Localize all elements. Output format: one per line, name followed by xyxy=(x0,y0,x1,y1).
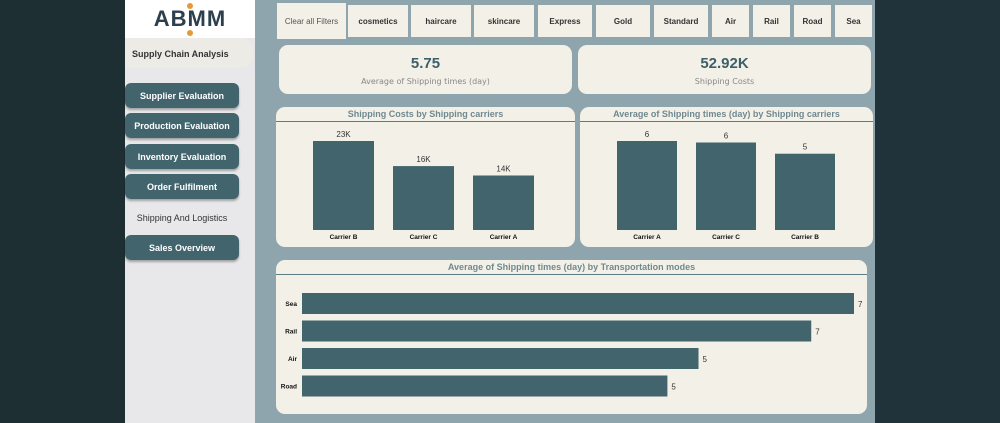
nav-label: Shipping And Logistics xyxy=(136,212,228,223)
bar xyxy=(302,348,699,369)
kpi-value: 52.92K xyxy=(700,55,749,72)
left-margin xyxy=(0,0,125,423)
data-label: 6 xyxy=(724,131,729,140)
filter-label: Clear all Filters xyxy=(284,16,339,26)
logo-text: ABMM xyxy=(153,6,227,31)
nav-label: Production Evaluation xyxy=(134,120,230,131)
kpi-value: 5.75 xyxy=(410,55,441,72)
data-label: 7 xyxy=(858,300,863,309)
filter-label: Sea xyxy=(846,16,861,26)
chart-plot: 6 Carrier A 6 Carrier C 5 Carrier B xyxy=(617,130,835,241)
bar xyxy=(775,153,835,230)
nav-button-sales-overview[interactable]: Sales Overview xyxy=(125,235,239,260)
clear-filters-button[interactable]: Clear all Filters xyxy=(277,3,346,39)
data-label: 16K xyxy=(416,155,431,164)
filter-label: Air xyxy=(724,16,737,26)
nav-button-production-evaluation[interactable]: Production Evaluation xyxy=(125,113,239,138)
filter-label: haircare xyxy=(425,16,457,26)
nav-label: Inventory Evaluation xyxy=(137,151,227,162)
bar xyxy=(393,166,454,230)
filter-express[interactable]: Express xyxy=(538,5,592,37)
data-label: 23K xyxy=(336,130,351,139)
filter-label: skincare xyxy=(487,16,521,26)
bar xyxy=(617,141,677,230)
report-subtitle: Supply Chain Analysis xyxy=(125,38,253,68)
data-label: 7 xyxy=(815,328,820,337)
category-label: Carrier C xyxy=(410,234,438,241)
filter-label: Road xyxy=(802,16,823,26)
chart-shipping-costs-by-carrier: Shipping Costs by Shipping carriers 23K C… xyxy=(276,107,575,247)
bar xyxy=(473,175,534,230)
chart-plot: 7 Sea 7 Rail 5 Air 5 Road xyxy=(281,293,863,397)
logo: ABMM xyxy=(125,0,255,38)
filter-label: Standard xyxy=(663,16,699,26)
filter-sea[interactable]: Sea xyxy=(835,5,872,37)
category-label: Carrier B xyxy=(791,234,819,241)
chart-shipping-time-by-mode: Average of Shipping times (day) by Trans… xyxy=(276,260,867,414)
filter-cosmetics[interactable]: cosmetics xyxy=(348,5,408,37)
chart-title: Average of Shipping times (day) by Trans… xyxy=(276,262,867,275)
kpi-card-avg-shipping-time: 5.75 Average of Shipping times (day) xyxy=(279,45,572,94)
category-label: Sea xyxy=(285,301,297,308)
bar xyxy=(313,141,374,230)
filter-label: Gold xyxy=(613,16,633,26)
data-label: 6 xyxy=(645,130,650,139)
category-label: Road xyxy=(281,384,297,391)
chart-title: Shipping Costs by Shipping carriers xyxy=(276,109,575,122)
category-label: Carrier B xyxy=(330,234,358,241)
right-margin xyxy=(875,0,1000,423)
nav-button-order-fulfilment[interactable]: Order Fulfilment xyxy=(125,174,239,199)
chart-title: Average of Shipping times (day) by Shipp… xyxy=(580,109,873,122)
bar xyxy=(302,320,812,342)
kpi-label: Shipping Costs xyxy=(694,77,755,86)
filter-haircare[interactable]: haircare xyxy=(411,5,471,37)
kpi-card-shipping-costs: 52.92K Shipping Costs xyxy=(578,45,871,94)
filter-label: Express xyxy=(549,16,581,26)
data-label: 5 xyxy=(703,355,708,364)
nav-button-inventory-evaluation[interactable]: Inventory Evaluation xyxy=(125,144,239,169)
chart-plot: 23K Carrier B 16K Carrier C 14K Carrier A xyxy=(313,130,534,241)
sidebar xyxy=(125,0,255,423)
chart-shipping-time-by-carrier: Average of Shipping times (day) by Shipp… xyxy=(580,107,873,247)
nav-button-shipping-and-logistics[interactable]: Shipping And Logistics xyxy=(125,205,239,230)
filter-label: Rail xyxy=(764,16,779,26)
data-label: 5 xyxy=(803,143,808,152)
filter-road[interactable]: Road xyxy=(794,5,831,37)
nav-label: Supplier Evaluation xyxy=(139,90,224,101)
category-label: Rail xyxy=(285,329,297,336)
kpi-label: Average of Shipping times (day) xyxy=(361,77,490,86)
filter-rail[interactable]: Rail xyxy=(753,5,790,37)
filter-label: cosmetics xyxy=(358,16,398,26)
category-label: Air xyxy=(288,356,298,363)
bar xyxy=(302,293,854,314)
filter-skincare[interactable]: skincare xyxy=(474,5,534,37)
category-label: Carrier A xyxy=(633,234,661,241)
filter-standard[interactable]: Standard xyxy=(654,5,708,37)
nav-label: Order Fulfilment xyxy=(146,181,217,192)
data-label: 14K xyxy=(496,165,511,174)
category-label: Carrier C xyxy=(712,234,740,241)
bar xyxy=(302,375,668,397)
category-label: Carrier A xyxy=(490,234,518,241)
bar xyxy=(696,142,756,230)
filter-air[interactable]: Air xyxy=(712,5,749,37)
data-label: 5 xyxy=(671,383,676,392)
nav-label: Sales Overview xyxy=(148,242,216,253)
filter-gold[interactable]: Gold xyxy=(596,5,650,37)
nav-button-supplier-evaluation[interactable]: Supplier Evaluation xyxy=(125,83,239,108)
